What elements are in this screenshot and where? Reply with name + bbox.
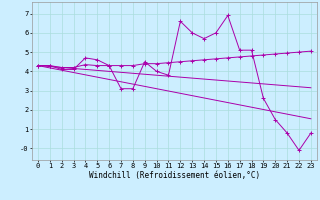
X-axis label: Windchill (Refroidissement éolien,°C): Windchill (Refroidissement éolien,°C) <box>89 171 260 180</box>
